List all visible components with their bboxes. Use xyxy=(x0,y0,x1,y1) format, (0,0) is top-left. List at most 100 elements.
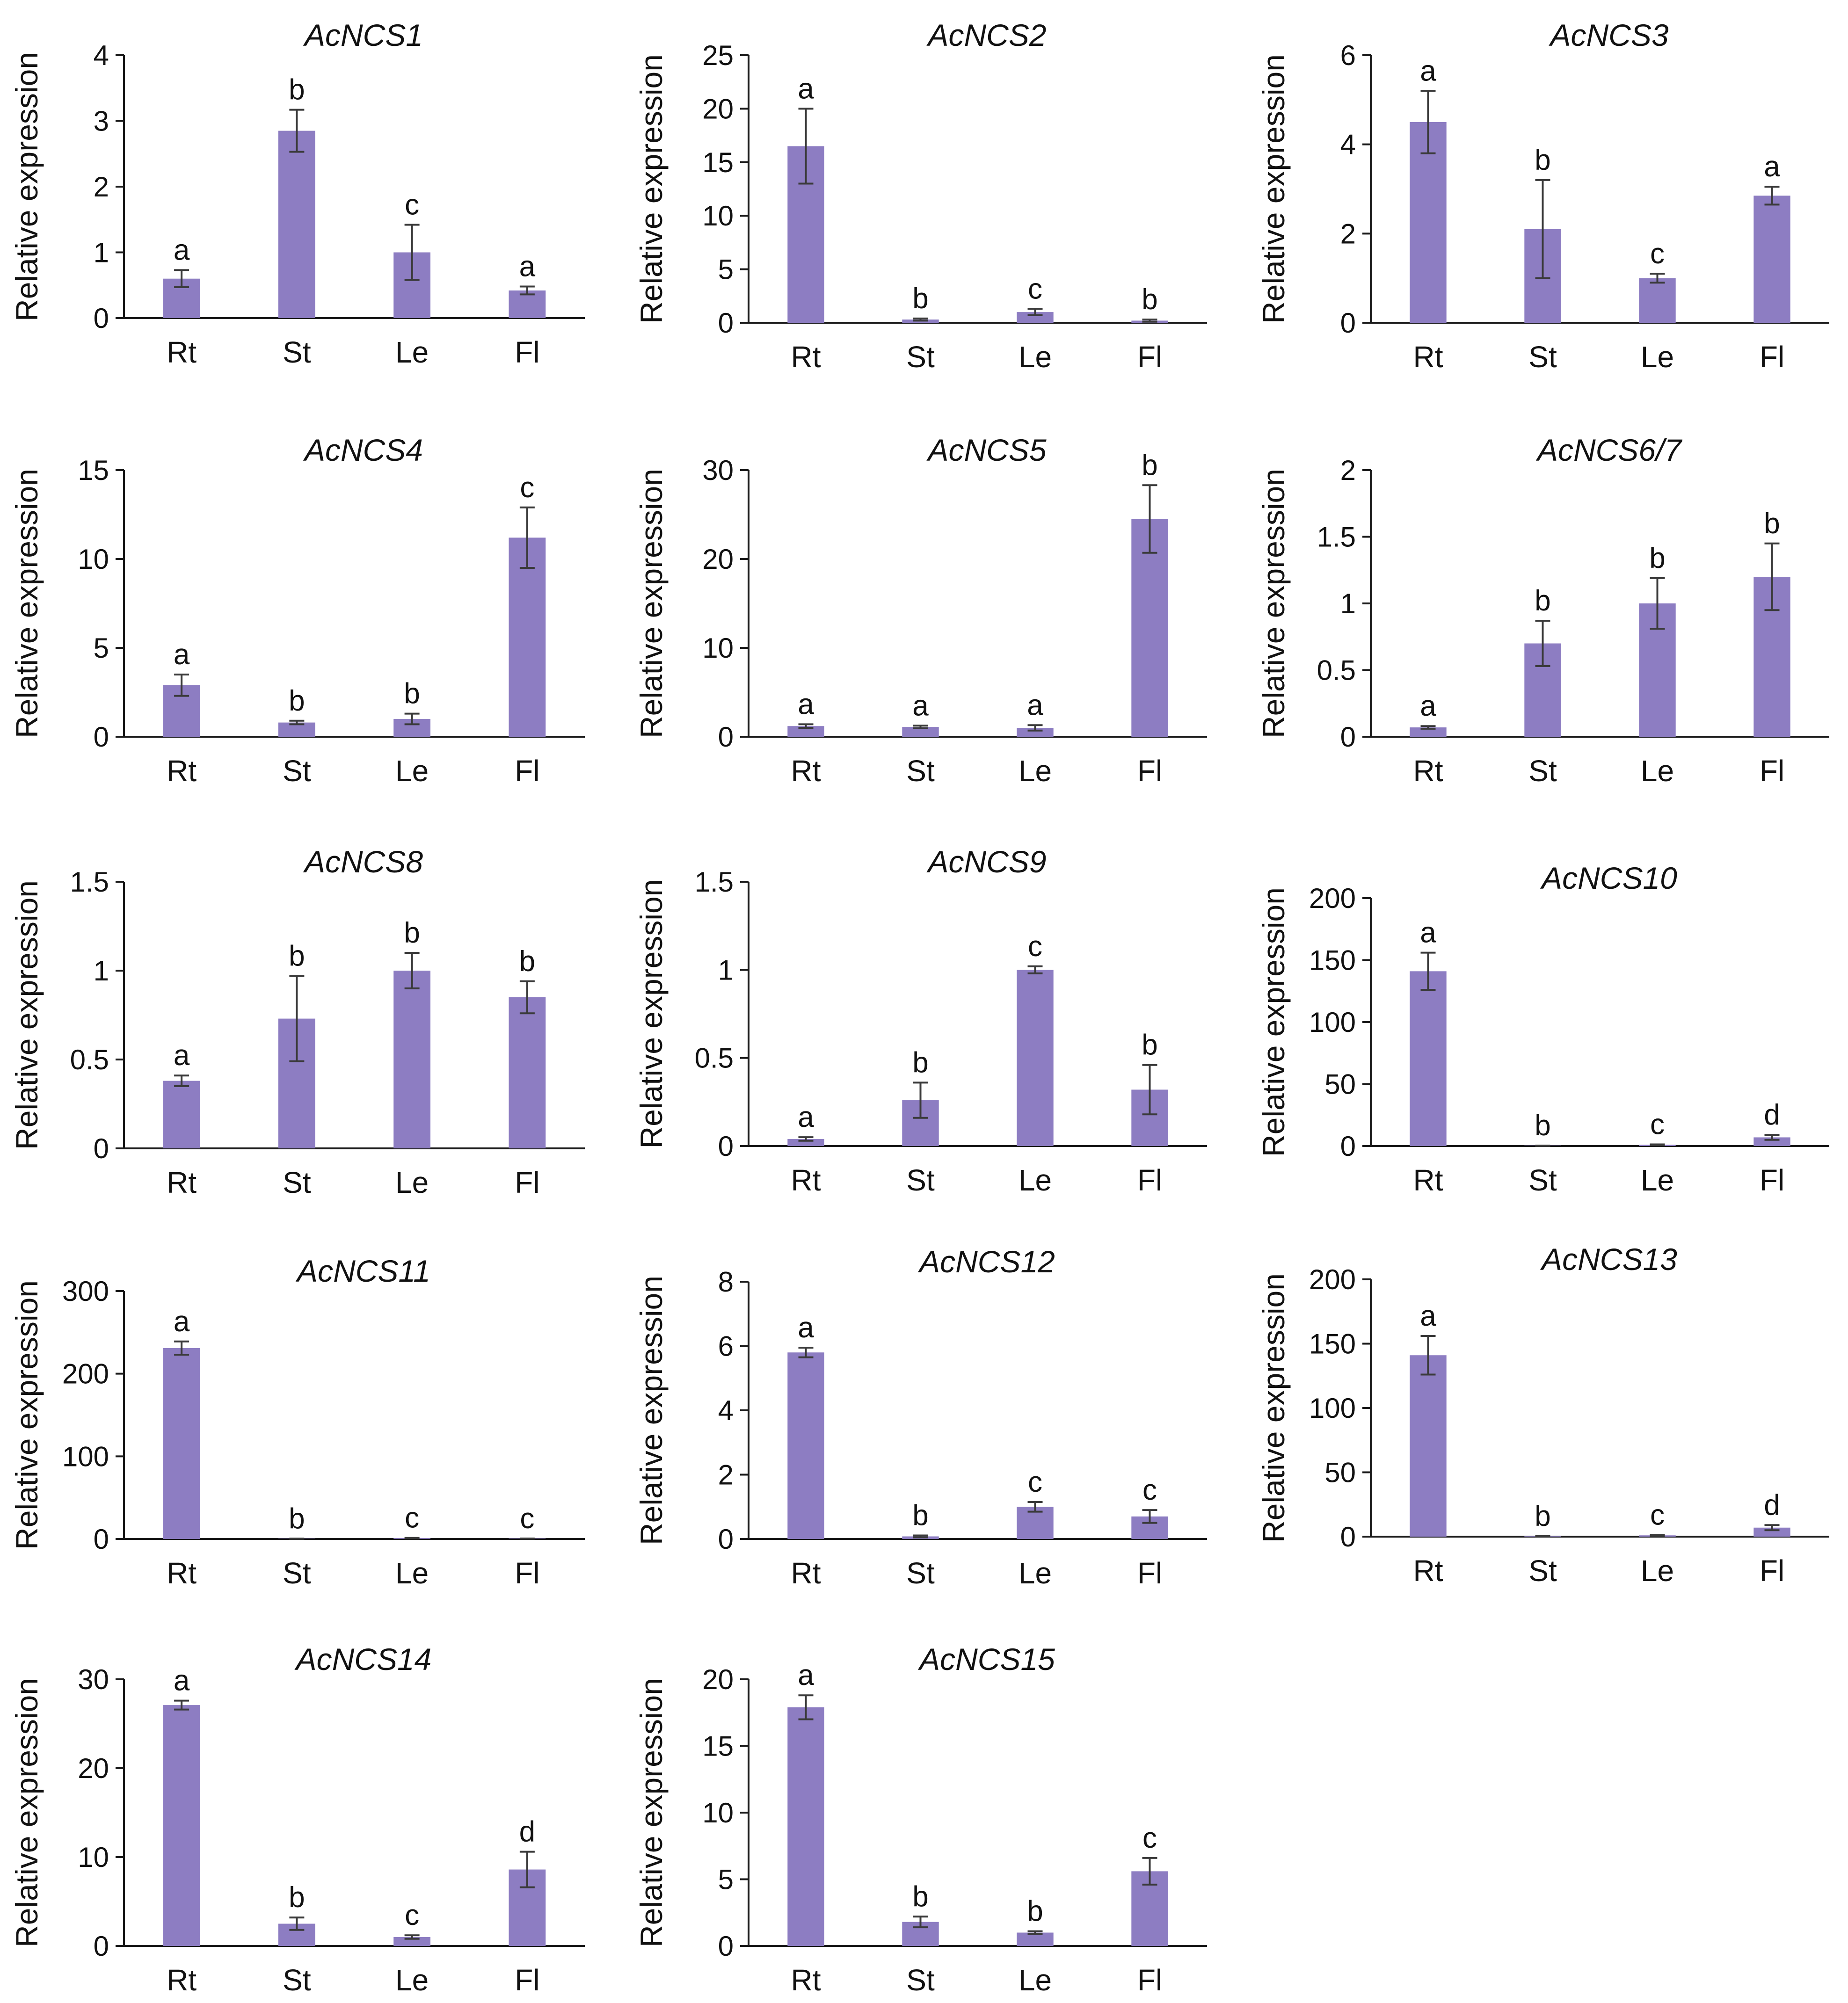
significance-letter: a xyxy=(174,1039,190,1072)
chart-panel-4: AcNCS4 Relative expression 0 5 10 15 a Rt b St b Le… xyxy=(9,433,585,788)
bar-le xyxy=(1017,970,1054,1146)
x-tick-label: St xyxy=(906,340,935,374)
significance-letter: b xyxy=(912,1499,928,1531)
y-tick-label: 4 xyxy=(718,1395,734,1426)
significance-letter: b xyxy=(289,74,305,106)
y-axis-label: Relative expression xyxy=(9,1678,44,1947)
y-tick-label: 10 xyxy=(78,544,109,575)
y-tick-label: 0.5 xyxy=(70,1044,109,1075)
error-bar-fl xyxy=(1764,186,1780,206)
y-axis-label: Relative expression xyxy=(634,1678,669,1947)
significance-letter: b xyxy=(289,1881,305,1914)
chart-panel-11: AcNCS12 Relative expression 0 2 4 6 8 a Rt b St c Le… xyxy=(634,1244,1207,1590)
y-axis-label: Relative expression xyxy=(9,469,44,738)
x-tick-label: Fl xyxy=(515,1556,539,1590)
significance-letter: c xyxy=(1142,1474,1157,1506)
error-bar-rt xyxy=(174,1699,189,1711)
y-axis-label: Relative expression xyxy=(1256,1273,1291,1543)
error-bar-rt xyxy=(1420,90,1436,154)
significance-letter: b xyxy=(1535,1110,1550,1142)
chart-title: AcNCS4 xyxy=(303,433,423,467)
y-tick-label: 0 xyxy=(1340,1131,1356,1162)
chart-title: AcNCS8 xyxy=(303,844,423,879)
chart-title: AcNCS3 xyxy=(1548,18,1668,52)
significance-letter: a xyxy=(798,73,814,105)
x-tick-label: Fl xyxy=(1137,754,1162,788)
significance-letter: a xyxy=(912,689,929,722)
x-tick-label: St xyxy=(906,1963,935,1997)
error-bar-le xyxy=(404,1537,420,1539)
x-tick-label: Le xyxy=(395,1166,429,1199)
y-tick-label: 2 xyxy=(1340,218,1356,249)
error-bar-fl xyxy=(519,1851,535,1888)
y-tick-label: 2 xyxy=(94,171,109,203)
y-tick-label: 20 xyxy=(702,544,734,575)
y-tick-label: 10 xyxy=(78,1842,109,1873)
bar-rt xyxy=(787,726,824,737)
x-tick-label: St xyxy=(906,754,935,788)
x-tick-label: St xyxy=(283,1963,311,1997)
x-tick-label: Fl xyxy=(1137,1556,1162,1590)
bar-fl xyxy=(1753,1137,1790,1146)
significance-letter: d xyxy=(519,1816,535,1848)
x-tick-label: St xyxy=(283,335,311,369)
chart-title: AcNCS5 xyxy=(926,433,1046,467)
bar-st xyxy=(278,131,315,318)
y-axis-label: Relative expression xyxy=(634,469,669,738)
x-tick-label: Rt xyxy=(167,1556,196,1590)
error-bar-rt xyxy=(174,1074,189,1087)
y-tick-label: 200 xyxy=(62,1358,109,1390)
significance-letter: a xyxy=(798,688,814,720)
significance-letter: d xyxy=(1764,1099,1780,1131)
y-axis-label: Relative expression xyxy=(1256,54,1291,324)
error-bar-rt xyxy=(1420,951,1436,991)
bar-fl xyxy=(509,537,546,737)
bar-fl xyxy=(1753,1527,1790,1537)
chart-panel-14: AcNCS15 Relative expression 0 5 10 15 20 a Rt b St… xyxy=(634,1642,1207,1997)
bar-rt xyxy=(1410,971,1447,1146)
error-bar-st xyxy=(289,109,305,153)
significance-letter: a xyxy=(1027,689,1043,721)
chart-title: AcNCS15 xyxy=(917,1642,1055,1676)
significance-letter: a xyxy=(798,1101,814,1133)
significance-letter: a xyxy=(174,639,190,671)
x-tick-label: Fl xyxy=(1137,340,1162,374)
x-tick-label: Rt xyxy=(167,335,196,369)
x-tick-label: Rt xyxy=(791,340,821,374)
x-tick-label: Rt xyxy=(1413,1163,1443,1197)
significance-letter: b xyxy=(912,283,928,315)
error-bar-le xyxy=(404,1934,420,1940)
significance-letter: b xyxy=(289,940,305,972)
significance-letter: b xyxy=(404,678,420,710)
error-bar-rt xyxy=(174,269,189,288)
x-tick-label: Fl xyxy=(515,754,539,788)
y-tick-label: 0 xyxy=(718,721,734,753)
significance-letter: a xyxy=(1420,690,1436,722)
x-tick-label: Le xyxy=(1019,1556,1052,1590)
error-bar-rt xyxy=(174,674,189,697)
bar-rt xyxy=(1410,1355,1447,1537)
significance-letter: c xyxy=(520,472,534,504)
chart-panel-5: AcNCS5 Relative expression 0 10 20 30 a Rt a St a L… xyxy=(634,433,1207,788)
error-bar-le xyxy=(1027,308,1043,316)
y-tick-label: 50 xyxy=(1324,1457,1356,1488)
significance-letter: c xyxy=(1650,1499,1665,1531)
error-bar-le xyxy=(1027,1930,1043,1935)
chart-title: AcNCS10 xyxy=(1540,861,1677,895)
error-bar-le xyxy=(404,712,420,726)
bar-rt xyxy=(1410,122,1447,323)
x-tick-label: St xyxy=(283,1166,311,1199)
x-tick-label: Le xyxy=(395,1556,429,1590)
y-tick-label: 10 xyxy=(702,632,734,664)
error-bar-rt xyxy=(798,723,814,729)
x-tick-label: Le xyxy=(1641,1163,1674,1197)
bar-fl xyxy=(1131,519,1168,737)
y-axis-label: Relative expression xyxy=(9,1280,44,1550)
error-bar-st xyxy=(1535,179,1550,279)
significance-letter: b xyxy=(1535,144,1550,176)
error-bar-st xyxy=(913,1534,928,1539)
chart-panel-6: AcNCS6/7 Relative expression 0 0.5 1 1.5 2 a Rt b… xyxy=(1256,433,1829,788)
error-bar-st xyxy=(913,725,928,729)
significance-letter: b xyxy=(1142,1029,1157,1061)
